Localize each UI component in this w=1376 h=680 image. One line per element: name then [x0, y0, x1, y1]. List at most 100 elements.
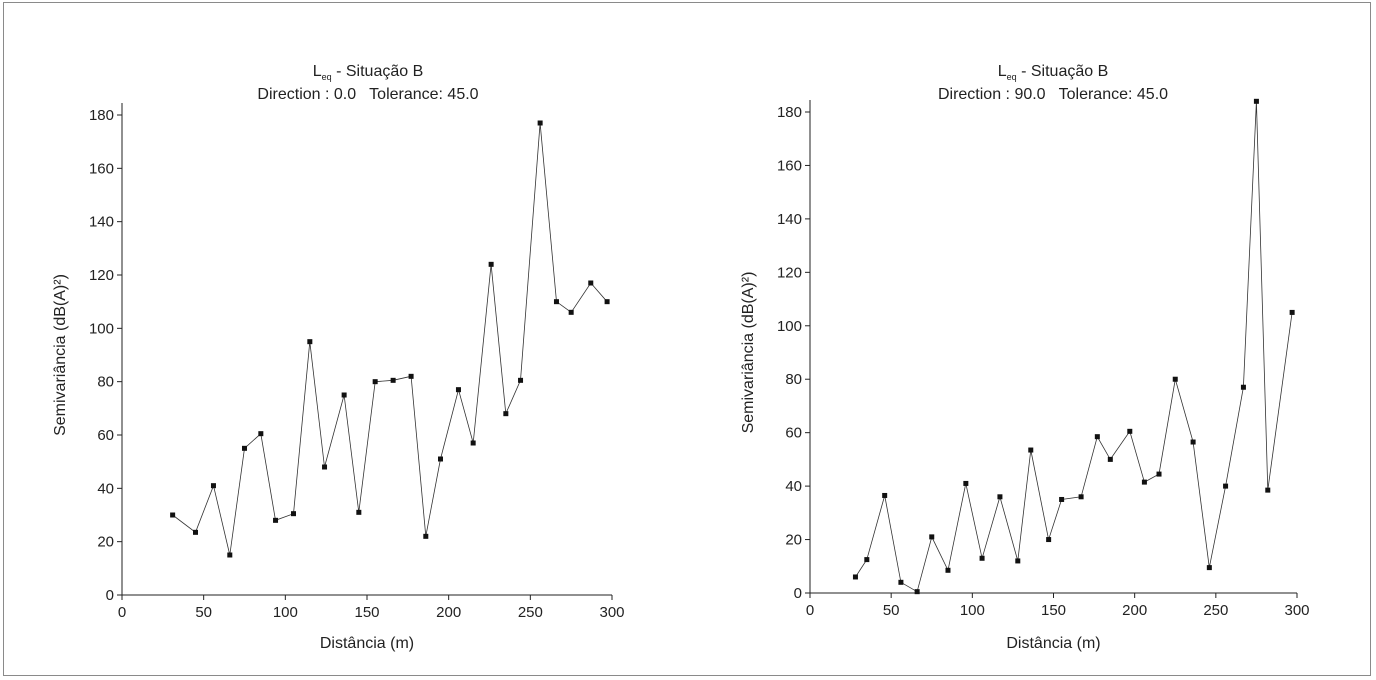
data-point [1107, 456, 1113, 462]
data-point [210, 483, 216, 489]
data-point [372, 379, 378, 385]
data-point [258, 431, 264, 437]
x-tick-label: 0 [806, 602, 814, 619]
data-point [1094, 434, 1100, 440]
data-point [341, 392, 347, 398]
data-point [170, 512, 176, 518]
data-point [455, 387, 461, 393]
y-tick-label: 160 [89, 160, 114, 177]
chart-subtitle: Direction : 90.0 Tolerance: 45.0 [938, 86, 1168, 103]
y-tick-label: 20 [97, 534, 114, 551]
data-point [945, 567, 951, 573]
data-point [1190, 439, 1196, 445]
data-point [929, 534, 935, 540]
data-point [356, 509, 362, 515]
data-point [1028, 447, 1034, 453]
x-tick-label: 300 [1284, 602, 1309, 619]
x-tick-label: 50 [195, 604, 212, 621]
data-point [1141, 479, 1147, 485]
y-tick-label: 40 [97, 480, 114, 497]
y-tick-label: 40 [785, 478, 802, 495]
y-tick-label: 100 [777, 318, 802, 335]
data-point [227, 552, 233, 558]
data-point [307, 339, 313, 345]
data-point [963, 480, 969, 486]
data-point [390, 377, 396, 383]
data-point [997, 494, 1003, 500]
chart-2: Leq - Situação B Direction : 90.0 Toleran… [740, 63, 1310, 652]
y-tick-label: 60 [97, 427, 114, 444]
chart-title: Leq - Situação B [313, 63, 424, 82]
y-tick-label: 60 [785, 425, 802, 442]
data-point [882, 492, 888, 498]
data-point [193, 529, 198, 535]
y-tick-label: 80 [785, 371, 802, 388]
data-point [518, 377, 524, 383]
y-tick-label: 100 [89, 320, 114, 337]
x-tick-label: 200 [1122, 602, 1147, 619]
data-point [568, 309, 574, 315]
data-point [537, 120, 543, 126]
x-axis-label: Distância (m) [320, 635, 414, 652]
data-point [1289, 309, 1295, 315]
data-point [1156, 471, 1162, 477]
data-point [1206, 565, 1212, 571]
data-point [273, 517, 279, 523]
x-tick-label: 50 [883, 602, 900, 619]
data-point [914, 589, 920, 595]
data-point [588, 280, 594, 286]
data-point [291, 511, 296, 517]
data-point [553, 299, 559, 305]
y-axis-label: Semivariância (dB(A)²) [52, 274, 69, 436]
data-point [423, 533, 429, 539]
y-tick-label: 140 [777, 211, 802, 228]
y-tick-label: 80 [97, 374, 114, 391]
chart-title: Leq - Situação B [998, 63, 1109, 82]
data-point [979, 555, 985, 561]
x-tick-label: 200 [436, 604, 461, 621]
y-tick-label: 0 [106, 587, 114, 604]
data-point [1265, 487, 1271, 493]
data-point [1059, 496, 1065, 502]
data-point [898, 579, 904, 585]
data-point [1046, 537, 1052, 543]
x-tick-label: 250 [1203, 602, 1228, 619]
y-tick-label: 160 [777, 157, 802, 174]
data-point [1015, 558, 1021, 564]
figure-frame [3, 2, 1371, 676]
y-tick-label: 120 [777, 264, 802, 281]
y-tick-label: 0 [794, 585, 802, 602]
data-point [488, 261, 494, 267]
x-tick-label: 250 [518, 604, 543, 621]
data-point [1223, 483, 1229, 489]
x-tick-label: 100 [273, 604, 298, 621]
y-tick-label: 180 [777, 104, 802, 121]
data-point [242, 445, 247, 451]
data-point [1127, 428, 1133, 434]
data-point [864, 557, 870, 563]
y-tick-label: 140 [89, 214, 114, 231]
x-axis-label: Distância (m) [1006, 635, 1100, 652]
data-point [470, 440, 476, 446]
chart-1: Leq - Situação B Direction : 0.0 Toleranc… [52, 63, 625, 652]
y-tick-label: 20 [785, 532, 802, 549]
x-tick-label: 100 [960, 602, 985, 619]
x-tick-label: 150 [1041, 602, 1066, 619]
data-point [852, 574, 858, 580]
data-point [438, 456, 443, 462]
series-line [172, 122, 608, 556]
y-tick-label: 180 [89, 107, 114, 124]
data-point [1240, 384, 1246, 390]
x-tick-label: 300 [599, 604, 624, 621]
data-point [1172, 376, 1178, 382]
data-point [322, 464, 328, 470]
series-line [855, 101, 1293, 593]
chart-subtitle: Direction : 0.0 Tolerance: 45.0 [257, 86, 478, 103]
data-point [604, 299, 610, 305]
x-tick-label: 0 [118, 604, 126, 621]
data-point [503, 411, 509, 417]
data-point [1078, 494, 1084, 500]
data-point [1253, 98, 1259, 104]
x-tick-label: 150 [354, 604, 379, 621]
